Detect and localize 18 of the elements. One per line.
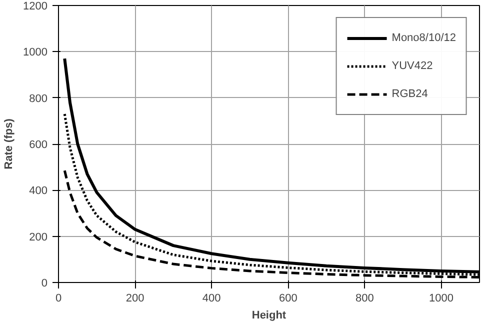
y-tick-label: 200 [29, 231, 48, 244]
x-tick-label: 0 [55, 292, 62, 304]
legend-label: Mono8/10/12 [392, 32, 456, 44]
y-axis-title: Rate (fps) [3, 118, 16, 170]
y-tick-label: 600 [29, 139, 48, 151]
x-tick-label: 800 [356, 292, 374, 304]
y-tick-label: 1000 [23, 46, 48, 59]
x-tick-label: 200 [126, 292, 144, 304]
x-tick-label: 600 [278, 292, 298, 304]
y-tick-label: 800 [29, 92, 48, 105]
y-tick-label: 400 [29, 185, 48, 198]
y-tick-label: 1200 [23, 0, 48, 12]
legend-label: RGB24 [392, 88, 428, 100]
x-tick-label: 400 [202, 292, 221, 304]
x-axis-title: Height [252, 310, 286, 322]
legend-label: YUV422 [392, 60, 433, 72]
y-tick-label: 0 [41, 278, 48, 290]
x-tick-label: 1000 [428, 292, 454, 304]
